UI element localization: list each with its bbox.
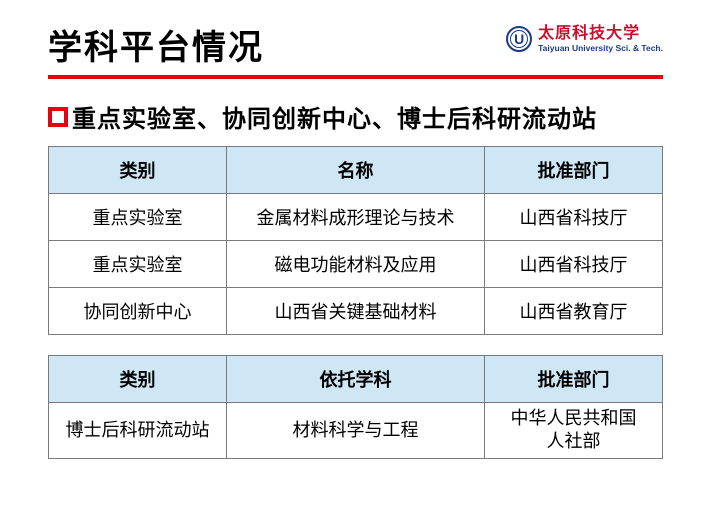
col-header: 名称	[227, 147, 485, 194]
bullet-icon	[48, 107, 68, 127]
col-header: 依托学科	[227, 356, 485, 403]
header-row: 学科平台情况 U 太原科技大学 Taiyuan University Sci. …	[48, 20, 663, 69]
table-gap	[48, 335, 663, 355]
cell: 重点实验室	[49, 241, 227, 288]
col-header: 类别	[49, 356, 227, 403]
university-name-en: Taiyuan University Sci. & Tech.	[538, 44, 663, 53]
cell: 材料科学与工程	[227, 403, 485, 459]
table-row: 重点实验室 磁电功能材料及应用 山西省科技厅	[49, 241, 663, 288]
logo-text: 太原科技大学 Taiyuan University Sci. & Tech.	[538, 26, 663, 53]
university-logo: U 太原科技大学 Taiyuan University Sci. & Tech.	[506, 26, 663, 53]
col-header: 类别	[49, 147, 227, 194]
logo-letter: U	[514, 31, 524, 47]
cell: 金属材料成形理论与技术	[227, 194, 485, 241]
slide: 学科平台情况 U 太原科技大学 Taiyuan University Sci. …	[0, 0, 711, 459]
page-title: 学科平台情况	[48, 20, 264, 69]
subtitle-row: 重点实验室、协同创新中心、博士后科研流动站	[48, 99, 663, 134]
col-header: 批准部门	[484, 147, 662, 194]
table-row: 博士后科研流动站 材料科学与工程 中华人民共和国人社部	[49, 403, 663, 459]
cell: 磁电功能材料及应用	[227, 241, 485, 288]
cell: 山西省科技厅	[484, 241, 662, 288]
cell: 中华人民共和国人社部	[484, 403, 662, 459]
labs-table: 类别 名称 批准部门 重点实验室 金属材料成形理论与技术 山西省科技厅 重点实验…	[48, 146, 663, 335]
cell: 博士后科研流动站	[49, 403, 227, 459]
university-name-cn: 太原科技大学	[538, 26, 663, 42]
title-underline	[48, 75, 663, 79]
table-row: 协同创新中心 山西省关键基础材料 山西省教育厅	[49, 288, 663, 335]
logo-icon: U	[506, 26, 532, 52]
cell: 重点实验室	[49, 194, 227, 241]
cell: 山西省科技厅	[484, 194, 662, 241]
postdoc-table: 类别 依托学科 批准部门 博士后科研流动站 材料科学与工程 中华人民共和国人社部	[48, 355, 663, 459]
col-header: 批准部门	[484, 356, 662, 403]
table-header-row: 类别 名称 批准部门	[49, 147, 663, 194]
cell: 协同创新中心	[49, 288, 227, 335]
table-row: 重点实验室 金属材料成形理论与技术 山西省科技厅	[49, 194, 663, 241]
table-header-row: 类别 依托学科 批准部门	[49, 356, 663, 403]
cell: 山西省教育厅	[484, 288, 662, 335]
cell: 山西省关键基础材料	[227, 288, 485, 335]
subtitle: 重点实验室、协同创新中心、博士后科研流动站	[72, 99, 597, 134]
